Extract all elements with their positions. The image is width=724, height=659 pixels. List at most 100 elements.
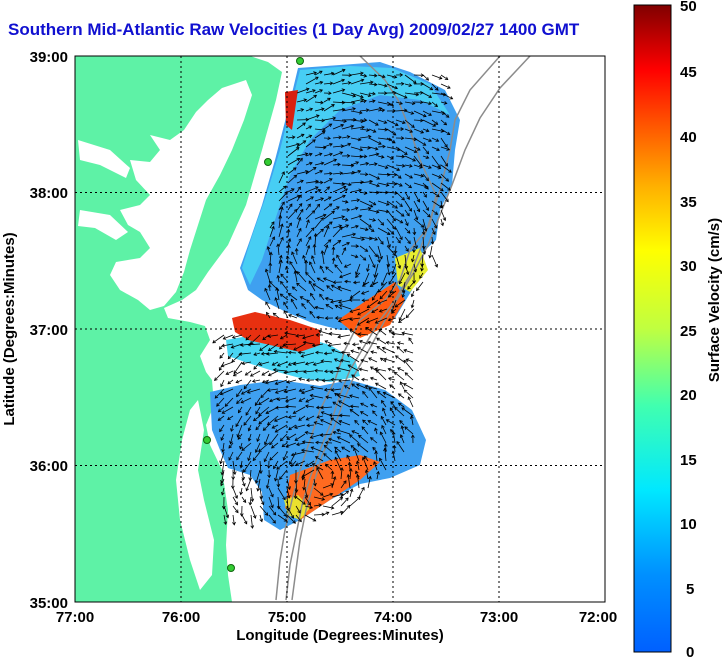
velocity-arrow [386, 182, 397, 185]
velocity-arrow-head [409, 164, 413, 168]
colorbar-tick-label: 10 [680, 516, 697, 533]
velocity-arrow-head [260, 351, 265, 356]
velocity-arrow [302, 334, 315, 339]
velocity-arrow-head [316, 277, 321, 281]
velocity-arrow [331, 388, 342, 391]
velocity-arrow-head [383, 447, 387, 452]
velocity-arrow-head [403, 348, 407, 353]
velocity-arrow-head [374, 427, 378, 432]
velocity-arrow [300, 296, 307, 301]
velocity-arrow [323, 104, 335, 112]
velocity-arrow [222, 406, 234, 414]
velocity-arrow [416, 281, 424, 291]
velocity-arrow-head [425, 77, 430, 81]
velocity-arrow-head [397, 402, 402, 407]
velocity-arrow-head [266, 388, 271, 392]
velocity-arrow [368, 191, 379, 194]
velocity-arrow-head [408, 337, 412, 342]
velocity-arrow-head [239, 445, 243, 450]
velocity-arrow [422, 191, 427, 198]
velocity-arrow [375, 451, 378, 462]
velocity-arrow [440, 74, 449, 80]
velocity-arrow-head [264, 380, 269, 385]
velocity-arrow-head [413, 149, 418, 153]
velocity-arrow-head [337, 240, 342, 244]
velocity-arrow [339, 272, 352, 278]
velocity-arrow-head [236, 400, 240, 405]
velocity-arrow [370, 437, 378, 444]
velocity-arrow [278, 260, 282, 274]
velocity-arrow [314, 101, 324, 104]
velocity-arrow-head [348, 182, 352, 187]
velocity-arrow-head [420, 224, 425, 228]
velocity-arrow [284, 388, 297, 393]
velocity-arrow-head [335, 366, 340, 371]
velocity-arrow [313, 487, 324, 496]
velocity-arrow [279, 469, 288, 480]
velocity-arrow-head [282, 496, 286, 501]
velocity-arrow [377, 119, 387, 124]
velocity-arrow [413, 218, 425, 228]
velocity-arrow [395, 236, 401, 244]
radar-station [203, 436, 211, 444]
velocity-arrow [305, 272, 316, 283]
velocity-arrow-head [328, 123, 333, 127]
velocity-arrow [330, 299, 343, 303]
velocity-arrow [440, 173, 449, 182]
velocity-arrow-head [315, 114, 320, 119]
velocity-arrow [350, 72, 364, 76]
velocity-arrow-head [228, 456, 232, 461]
velocity-arrow [350, 405, 360, 408]
velocity-arrow-head [322, 277, 327, 281]
velocity-arrow [386, 341, 396, 345]
velocity-arrow-head [312, 362, 317, 366]
velocity-arrow [350, 225, 359, 229]
velocity-arrow [331, 511, 344, 516]
velocity-arrow-head [438, 175, 442, 179]
velocity-arrow-head [275, 287, 279, 291]
velocity-arrow [365, 327, 378, 336]
velocity-arrow-head [339, 493, 344, 497]
velocity-arrow [277, 487, 286, 500]
velocity-arrow-head [283, 513, 287, 517]
velocity-arrow-head [294, 247, 299, 252]
velocity-arrow [440, 101, 447, 104]
velocity-arrow-head [380, 155, 385, 159]
velocity-arrow-head [444, 163, 448, 167]
velocity-arrow [221, 343, 234, 347]
velocity-arrow-head [223, 521, 228, 526]
velocity-arrow-head [349, 488, 354, 493]
velocity-arrow-head [329, 370, 334, 374]
velocity-arrow-head [401, 407, 406, 411]
velocity-arrow-head [295, 462, 299, 466]
velocity-arrow [291, 451, 306, 456]
velocity-arrow-head [425, 155, 430, 159]
velocity-arrow-head [387, 244, 391, 248]
velocity-arrow [340, 490, 349, 498]
velocity-arrow [379, 308, 388, 312]
velocity-arrow [377, 128, 388, 131]
velocity-arrow [250, 334, 261, 345]
x-axis-label: Longitude (Degrees:Minutes) [236, 627, 444, 644]
velocity-arrow [359, 236, 372, 240]
velocity-arrow-head [287, 486, 291, 491]
velocity-arrow [377, 83, 387, 87]
velocity-arrow-head [338, 224, 343, 229]
velocity-arrow [395, 109, 407, 112]
velocity-arrow-head [218, 346, 223, 350]
velocity-arrow-head [324, 340, 329, 344]
velocity-arrow [330, 370, 342, 373]
velocity-arrow [247, 388, 261, 394]
velocity-arrow-head [420, 130, 425, 134]
velocity-arrow [296, 217, 301, 229]
velocity-arrow-head [291, 251, 295, 256]
velocity-arrow-head [360, 180, 365, 185]
velocity-arrow [386, 146, 401, 151]
velocity-arrow-head [312, 139, 316, 143]
velocity-arrow-head [399, 101, 403, 105]
velocity-arrow-head [339, 274, 343, 279]
velocity-arrow-head [258, 421, 262, 425]
velocity-arrow [278, 171, 285, 184]
velocity-arrow [264, 288, 271, 301]
